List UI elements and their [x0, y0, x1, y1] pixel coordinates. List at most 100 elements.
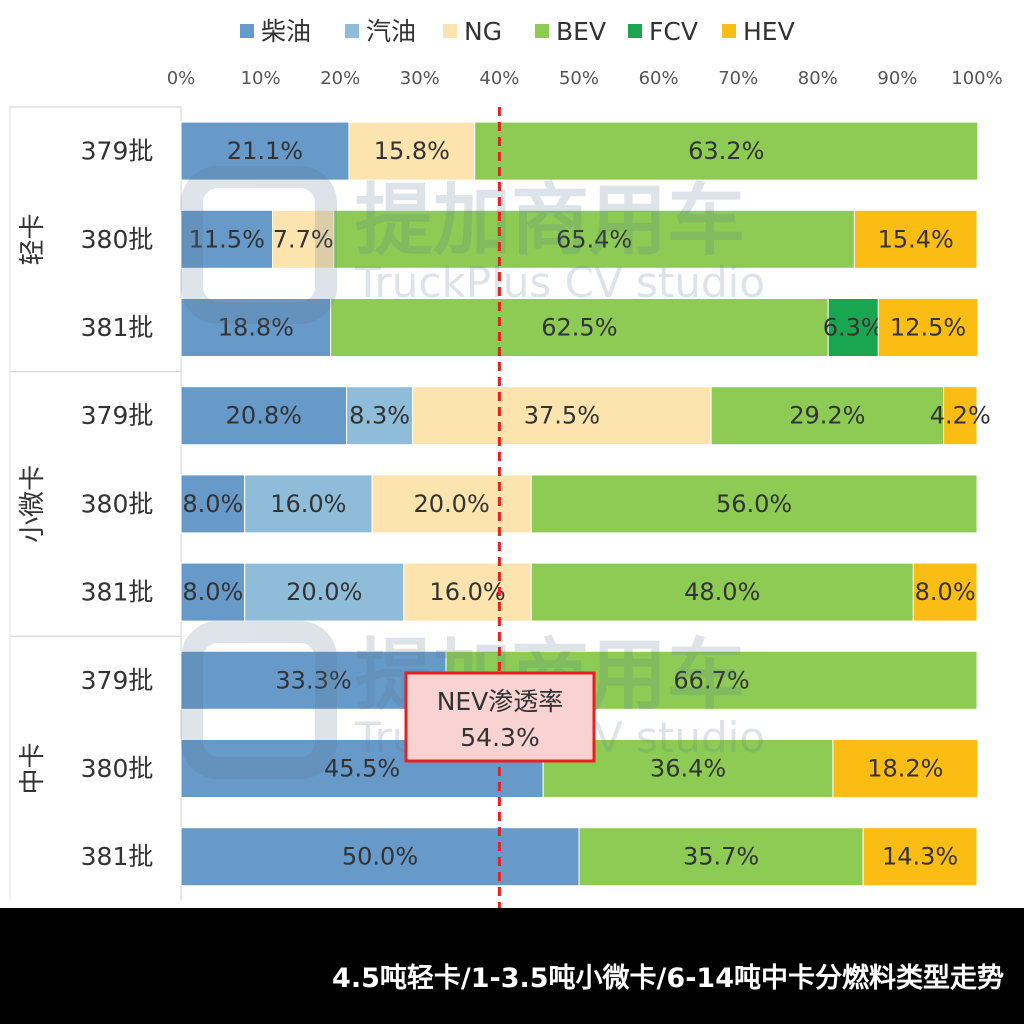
- data-label: 62.5%: [541, 314, 617, 342]
- bar-segment: [244, 562, 405, 622]
- row-label: 379批: [81, 137, 154, 166]
- data-label: 21.1%: [227, 137, 303, 165]
- chart-caption: 4.5吨轻卡/1-3.5吨小微卡/6-14吨中卡分燃料类型走势: [332, 963, 1004, 994]
- legend-label: FCV: [649, 17, 698, 46]
- nev-annotation: NEV渗透率 54.3%: [404, 671, 596, 763]
- data-label: 48.0%: [684, 578, 760, 606]
- data-label: 66.7%: [673, 666, 749, 694]
- legend-item: 柴油: [240, 17, 311, 46]
- bar-segment: [348, 121, 476, 181]
- reference-line-group: NEV渗透率 54.3%: [404, 107, 596, 909]
- bar-segment: [578, 827, 864, 887]
- x-tick-label: 90%: [877, 68, 917, 89]
- data-label: 63.2%: [688, 137, 764, 165]
- bar-segment: [710, 386, 945, 446]
- bar-segment: [180, 562, 246, 622]
- x-tick-label: 0%: [167, 68, 196, 89]
- legend: 柴油 汽油 NG BEV FCV HEV: [240, 17, 795, 46]
- data-label: 36.4%: [650, 755, 726, 783]
- group-label: 轻卡: [18, 213, 48, 265]
- data-label: 65.4%: [556, 225, 632, 253]
- data-label: 8.0%: [915, 578, 976, 606]
- data-label: 8.3%: [349, 402, 410, 430]
- x-tick-label: 60%: [639, 68, 679, 89]
- legend-swatch: [443, 24, 457, 38]
- legend-item: 汽油: [345, 17, 416, 46]
- x-tick-label: 10%: [241, 68, 281, 89]
- data-label: 35.7%: [683, 843, 759, 871]
- data-label: 16.0%: [429, 578, 505, 606]
- data-label: 12.5%: [890, 314, 966, 342]
- row-label: 380批: [81, 489, 154, 518]
- row-label: 380批: [81, 754, 154, 783]
- bar-segment: [832, 739, 979, 798]
- data-label: 6.3%: [823, 314, 884, 342]
- data-label: 4.2%: [930, 402, 991, 430]
- bar-segment: [943, 386, 978, 446]
- watermark-logo: [181, 166, 337, 324]
- row-label: 381批: [81, 578, 154, 607]
- bar-segment: [180, 474, 246, 534]
- bar-segment: [333, 209, 855, 269]
- bar-segment: [180, 650, 447, 710]
- bar-segment: [244, 474, 373, 534]
- watermark-logo: [181, 621, 337, 779]
- bar-segment: [180, 386, 348, 446]
- x-tick-label: 20%: [320, 68, 360, 89]
- bars: 21.1% 15.8% 63.2% 11.5% 7.7% 65.4% 15.4% 18.8% 6…: [180, 121, 991, 887]
- bar-segment: [853, 209, 978, 269]
- legend-item: HEV: [722, 17, 795, 46]
- x-tick-label: 40%: [479, 68, 519, 89]
- bar-segment: [530, 562, 914, 622]
- x-tick-label: 50%: [559, 68, 599, 89]
- data-label: 56.0%: [716, 490, 792, 518]
- row-label: 381批: [81, 313, 154, 342]
- row-label: 379批: [81, 401, 154, 430]
- bar-segment: [877, 298, 979, 357]
- legend-swatch: [535, 24, 549, 38]
- data-label: 20.8%: [226, 402, 302, 430]
- bar-segment: [346, 386, 414, 446]
- legend-swatch: [345, 24, 359, 38]
- data-label: 33.3%: [275, 666, 351, 694]
- row-label: 381批: [81, 842, 154, 871]
- bar-segment: [912, 562, 978, 622]
- data-label: 15.8%: [374, 137, 450, 165]
- bar-segment: [412, 386, 712, 446]
- data-label: 18.2%: [867, 755, 943, 783]
- x-axis-ticks: 0% 10% 20% 30% 40% 50% 60% 70% 80% 90% 100%: [167, 68, 1003, 89]
- bar-segment: [371, 474, 532, 534]
- legend-swatch: [240, 24, 254, 38]
- annotation-value: 54.3%: [460, 723, 539, 752]
- x-tick-label: 30%: [400, 68, 440, 89]
- row-label: 379批: [81, 666, 154, 695]
- watermark-text-en: TruckPlus CV studio: [354, 258, 765, 307]
- data-label: 11.5%: [189, 225, 265, 253]
- data-label: 8.0%: [182, 578, 243, 606]
- legend-swatch: [722, 24, 736, 38]
- data-label: 50.0%: [342, 843, 418, 871]
- annotation-box: [404, 671, 596, 763]
- data-label: 18.8%: [218, 314, 294, 342]
- bar-segment: [474, 121, 979, 181]
- data-label: 20.0%: [414, 490, 490, 518]
- legend-item: NG: [443, 17, 502, 46]
- data-label: 16.0%: [270, 490, 346, 518]
- group-label: 中卡: [18, 742, 48, 794]
- legend-swatch: [628, 24, 642, 38]
- group-label: 小微卡: [18, 465, 48, 543]
- data-label: 8.0%: [182, 490, 243, 518]
- x-tick-label: 80%: [798, 68, 838, 89]
- bar-segment: [330, 298, 829, 357]
- bar-segment: [180, 121, 350, 181]
- annotation-title: NEV渗透率: [437, 687, 564, 716]
- x-tick-label: 70%: [718, 68, 758, 89]
- legend-label: BEV: [556, 17, 606, 46]
- legend-label: NG: [464, 17, 502, 46]
- legend-label: 柴油: [261, 17, 311, 46]
- data-label: 7.7%: [273, 225, 334, 253]
- legend-item: BEV: [535, 17, 606, 46]
- bar-segment: [530, 474, 978, 534]
- data-label: 14.3%: [882, 843, 958, 871]
